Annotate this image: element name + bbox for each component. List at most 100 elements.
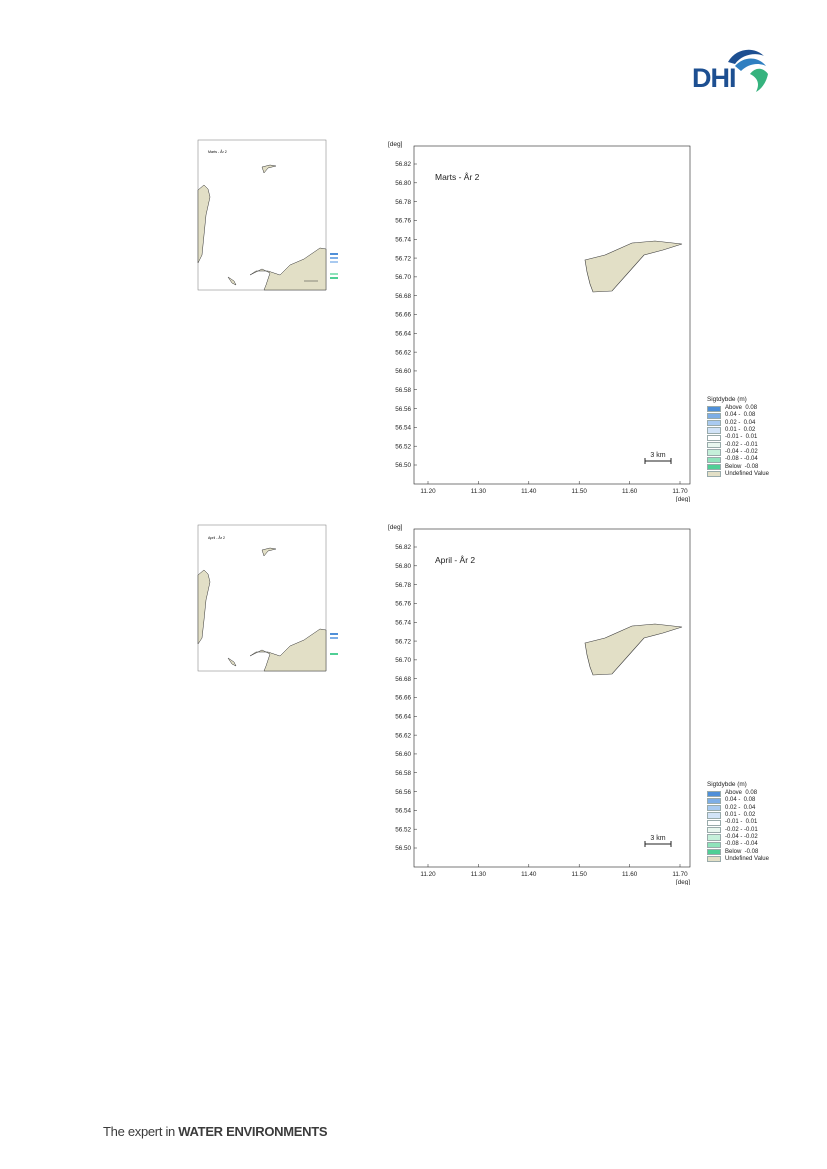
legend-item: Below -0.08 — [707, 848, 769, 856]
island-land — [584, 240, 683, 293]
legend-label: 0.02 - 0.04 — [725, 804, 756, 811]
scale-bar-label: 3 km — [650, 835, 665, 842]
y-tick-label: 56.60 — [395, 751, 411, 758]
legend-item: -0.08 - -0.04 — [707, 841, 769, 848]
y-tick-label: 56.76 — [395, 601, 411, 608]
legend-item: 0.04 - 0.08 — [707, 797, 769, 805]
y-tick-label: 56.50 — [395, 462, 411, 469]
legend-item: Above 0.08 — [707, 790, 769, 797]
legend-label: -0.08 - -0.04 — [725, 456, 758, 463]
y-tick-label: 56.70 — [395, 657, 411, 664]
y-tick-label: 56.78 — [395, 199, 411, 206]
legend-swatch — [707, 434, 721, 441]
legend-item: -0.04 - -0.02 — [707, 449, 769, 456]
x-tick-label: 11.20 — [420, 871, 436, 878]
y-tick-label: 56.54 — [395, 425, 411, 432]
y-tick-label: 56.56 — [395, 406, 411, 413]
legend-item: 0.01 - 0.02 — [707, 812, 769, 819]
y-tick-label: 56.74 — [395, 619, 411, 626]
y-tick-label: 56.80 — [395, 563, 411, 570]
legend-swatch — [707, 790, 721, 797]
legend-swatch — [707, 819, 721, 826]
x-tick-label: 11.30 — [471, 871, 487, 878]
dhi-logo-icon — [728, 49, 768, 92]
y-tick-label: 56.68 — [395, 676, 411, 683]
y-axis-unit: [deg] — [388, 141, 403, 148]
legend-item: Undefined Value — [707, 471, 769, 478]
map-legend: Sigtdybde (m) Above 0.08 0.04 - 0.08 0.02 … — [707, 396, 769, 478]
legend-label: 0.01 - 0.02 — [725, 427, 756, 434]
legend-label: -0.04 - -0.02 — [725, 448, 758, 455]
y-tick-label: 56.78 — [395, 582, 411, 589]
legend-item: Below -0.08 — [707, 463, 769, 471]
y-tick-label: 56.68 — [395, 293, 411, 300]
legend-swatch — [707, 420, 721, 427]
legend-label: -0.08 - -0.04 — [725, 841, 758, 848]
legend-label: -0.02 - -0.01 — [725, 826, 758, 833]
legend-label: -0.02 - -0.01 — [725, 441, 758, 448]
x-axis-unit: [deg] — [676, 879, 690, 885]
map-title: April - År 2 — [435, 555, 475, 565]
x-tick-label: 11.40 — [521, 488, 537, 495]
legend-label: Above 0.08 — [725, 405, 758, 412]
map-frame — [413, 528, 691, 868]
y-tick-label: 56.62 — [395, 349, 411, 356]
legend-item: 0.01 - 0.02 — [707, 427, 769, 434]
legend-item: 0.04 - 0.08 — [707, 412, 769, 420]
legend-swatch — [707, 797, 721, 805]
legend-item: -0.01 - 0.01 — [707, 434, 769, 441]
legend-item: -0.01 - 0.01 — [707, 819, 769, 826]
y-tick-label: 56.60 — [395, 368, 411, 375]
legend-label: -0.04 - -0.02 — [725, 833, 758, 840]
legend-item: -0.02 - -0.01 — [707, 826, 769, 834]
legend-swatch — [707, 456, 721, 463]
y-tick-label: 56.62 — [395, 732, 411, 739]
overview-map-thumbnail: April - År 2 — [197, 524, 338, 672]
overview-map-thumbnail: Marts - År 2 — [197, 139, 338, 291]
legend-label: 0.02 - 0.04 — [725, 419, 756, 426]
y-tick-label: 56.74 — [395, 236, 411, 243]
logo-text: DHI — [692, 63, 736, 93]
legend-item: -0.02 - -0.01 — [707, 441, 769, 449]
y-tick-label: 56.72 — [395, 255, 411, 262]
island-land — [584, 623, 683, 676]
x-tick-label: 11.40 — [521, 871, 537, 878]
legend-label: -0.01 - 0.01 — [725, 434, 758, 441]
x-tick-label: 11.30 — [471, 488, 487, 495]
legend-item: Above 0.08 — [707, 405, 769, 412]
x-tick-label: 11.50 — [572, 871, 588, 878]
y-tick-label: 56.58 — [395, 770, 411, 777]
y-tick-label: 56.52 — [395, 826, 411, 833]
map-title: Marts - År 2 — [435, 172, 480, 182]
legend-label: Above 0.08 — [725, 790, 758, 797]
legend-swatch — [707, 834, 721, 841]
legend-label: 0.01 - 0.02 — [725, 812, 756, 819]
legend-label: -0.01 - 0.01 — [725, 819, 758, 826]
legend-item: 0.02 - 0.04 — [707, 805, 769, 812]
legend-label: 0.04 - 0.08 — [725, 797, 756, 804]
x-tick-label: 11.70 — [672, 871, 688, 878]
legend-item: 0.02 - 0.04 — [707, 420, 769, 427]
legend-swatch — [707, 441, 721, 449]
x-tick-label: 11.60 — [622, 871, 638, 878]
y-tick-label: 56.52 — [395, 443, 411, 450]
legend-swatch — [707, 812, 721, 819]
map-legend: Sigtdybde (m) Above 0.08 0.04 - 0.08 0.02 … — [707, 781, 769, 863]
legend-item: Undefined Value — [707, 856, 769, 863]
x-tick-label: 11.70 — [672, 488, 688, 495]
tagline-prefix: The expert in — [103, 1124, 179, 1139]
legend-swatch — [707, 848, 721, 856]
legend-swatch — [707, 841, 721, 848]
legend-label: Undefined Value — [725, 470, 769, 477]
legend-swatch — [707, 826, 721, 834]
y-tick-label: 56.66 — [395, 695, 411, 702]
y-axis-unit: [deg] — [388, 524, 403, 531]
legend-label: Undefined Value — [725, 855, 769, 862]
y-tick-label: 56.58 — [395, 387, 411, 394]
y-tick-label: 56.72 — [395, 638, 411, 645]
x-tick-label: 11.20 — [420, 488, 436, 495]
legend-swatch — [707, 449, 721, 456]
y-tick-label: 56.70 — [395, 274, 411, 281]
y-tick-label: 56.76 — [395, 218, 411, 225]
map-panel-april: [deg] 56.82 56.80 56.78 56.76 56.74 56.72 56.70… — [388, 524, 691, 885]
